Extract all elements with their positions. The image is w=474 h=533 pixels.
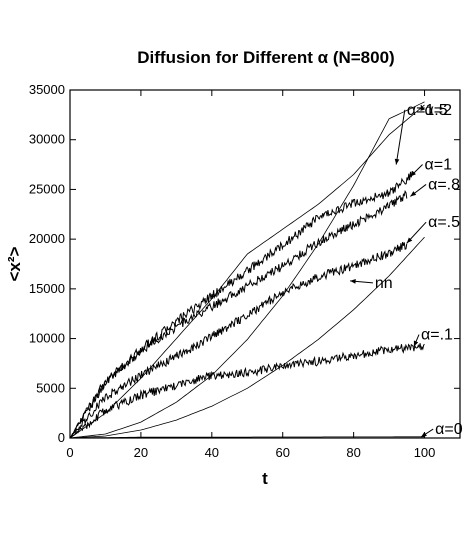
y-tick-label: 5000 bbox=[36, 380, 65, 395]
x-tick-label: 40 bbox=[205, 445, 219, 460]
x-tick-label: 100 bbox=[414, 445, 436, 460]
x-tick-label: 20 bbox=[134, 445, 148, 460]
y-tick-label: 15000 bbox=[29, 281, 65, 296]
annotation-arrowhead bbox=[410, 170, 416, 177]
series-line-alpha-8 bbox=[69, 189, 408, 439]
annotation-alpha-1: α=.1 bbox=[421, 327, 453, 344]
x-tick-label: 0 bbox=[66, 445, 73, 460]
series-line-alpha-2 bbox=[69, 101, 425, 439]
y-tick-label: 25000 bbox=[29, 181, 65, 196]
annotation-alpha-8: α=.8 bbox=[428, 176, 460, 193]
x-axis-label: t bbox=[262, 469, 268, 488]
annotation-arrowhead bbox=[421, 432, 427, 438]
y-tick-label: 20000 bbox=[29, 231, 65, 246]
plot-frame bbox=[69, 89, 461, 439]
y-tick-label: 0 bbox=[58, 430, 65, 445]
annotation-arrow bbox=[395, 109, 406, 165]
series-line-alpha-1 bbox=[69, 343, 425, 439]
annotation-alpha-0: α=0 bbox=[435, 421, 463, 438]
series-line-alpha-5 bbox=[69, 241, 408, 439]
annotation-alpha-1-5: α=1.5 bbox=[407, 102, 448, 119]
series-line-nn bbox=[69, 236, 425, 439]
annotation-arrowhead bbox=[410, 191, 417, 197]
annotation-arrowhead bbox=[406, 237, 413, 244]
annotation-alpha-2: α=2 bbox=[425, 102, 453, 119]
x-tick-label: 80 bbox=[346, 445, 360, 460]
series-line-alpha-1 bbox=[69, 171, 415, 439]
annotation-nn: nn bbox=[375, 275, 393, 292]
annotation-alpha-1: α=1 bbox=[425, 157, 453, 174]
annotation-arrowhead bbox=[350, 279, 356, 284]
y-tick-label: 30000 bbox=[29, 132, 65, 147]
y-axis-label: <x²> bbox=[5, 246, 24, 281]
series-annotations: α=1.5α=2 α=1 α=.8 α=.5 nn α=.1 α=0 bbox=[350, 102, 463, 438]
annotation-arrowhead bbox=[420, 104, 425, 111]
x-tick-label: 60 bbox=[275, 445, 289, 460]
series-line-alpha-0 bbox=[70, 436, 425, 439]
x-ticks: 0 20 40 60 80 100 bbox=[66, 90, 435, 460]
y-tick-label: 35000 bbox=[29, 82, 65, 97]
annotation-arrowhead bbox=[394, 158, 400, 165]
annotation-arrowhead bbox=[413, 340, 419, 347]
chart-title: Diffusion for Different α (N=800) bbox=[137, 48, 394, 67]
y-ticks: 0 5000 10000 15000 20000 25000 30000 35000 bbox=[29, 82, 460, 445]
annotation-alpha-5: α=.5 bbox=[428, 214, 460, 231]
series-lines bbox=[69, 101, 425, 439]
y-tick-label: 10000 bbox=[29, 331, 65, 346]
series-line-alpha-1-5 bbox=[69, 104, 425, 439]
